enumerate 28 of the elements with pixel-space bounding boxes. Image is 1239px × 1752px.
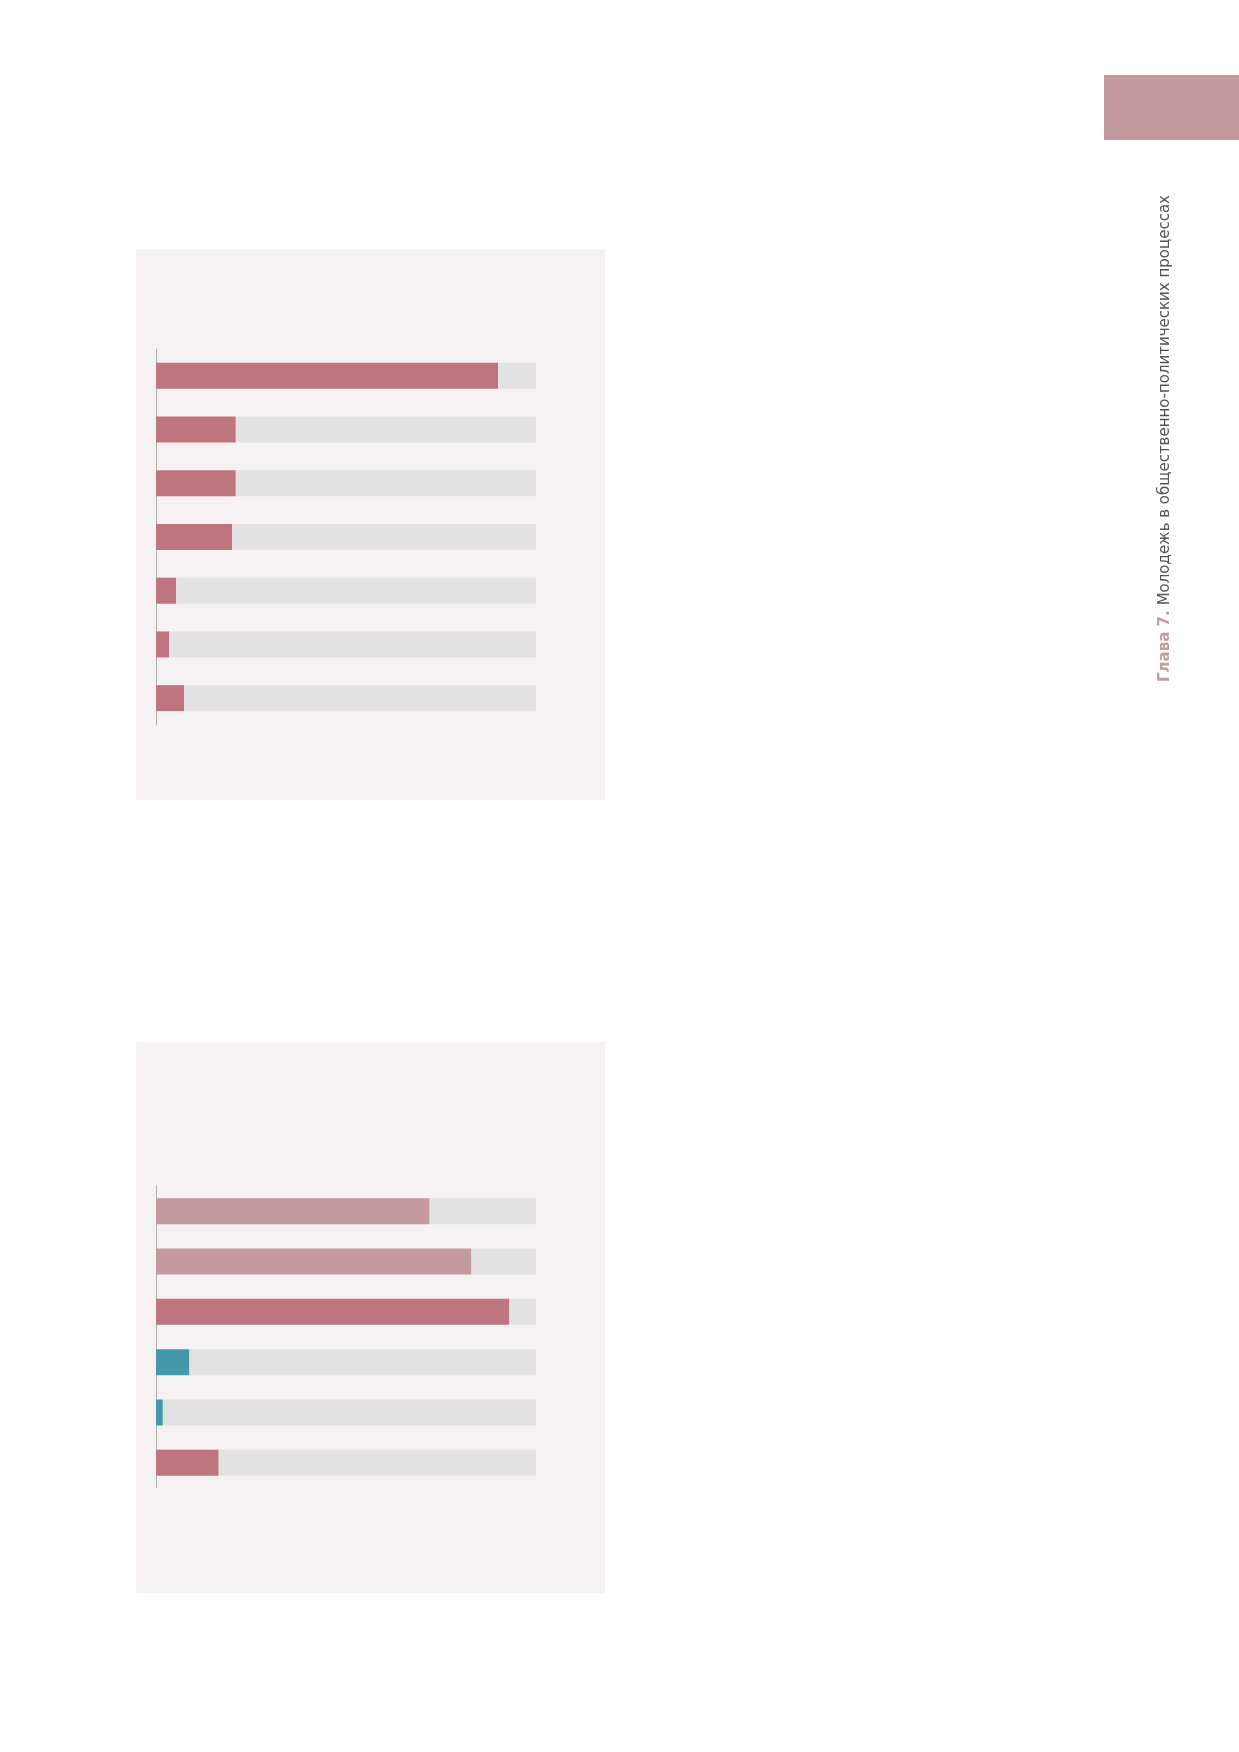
text: Молодежь в общественно-политических процессах (1155, 194, 1173, 606)
bar (156, 685, 185, 712)
bar (235, 416, 536, 443)
bar (156, 1248, 472, 1275)
bar (429, 1198, 536, 1225)
bar (184, 685, 536, 712)
bar (156, 362, 498, 389)
bar (176, 577, 536, 604)
bar (169, 631, 536, 658)
bar (162, 1399, 536, 1426)
text: Глава 7. (1155, 610, 1173, 682)
bar (156, 1198, 430, 1225)
bar (156, 1399, 163, 1426)
bar (235, 470, 536, 497)
bar (156, 470, 236, 497)
bar (471, 1248, 536, 1275)
bar (218, 1449, 536, 1476)
bar (156, 577, 177, 604)
bar (189, 1349, 536, 1376)
bar (498, 362, 536, 389)
bar (156, 416, 236, 443)
bar (509, 1298, 536, 1325)
bar (156, 1449, 219, 1476)
bar (156, 1298, 510, 1325)
bar (156, 1349, 190, 1376)
bar (156, 631, 170, 658)
bar (232, 524, 536, 550)
bar (156, 524, 232, 550)
